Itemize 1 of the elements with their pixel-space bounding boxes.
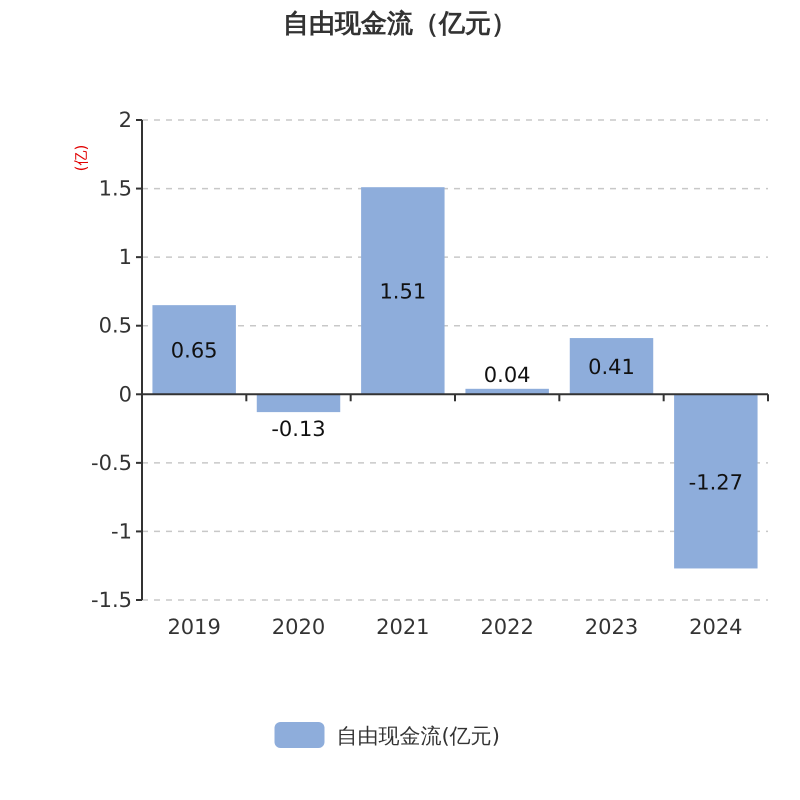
title: 自由现金流（亿元） [283, 9, 517, 39]
